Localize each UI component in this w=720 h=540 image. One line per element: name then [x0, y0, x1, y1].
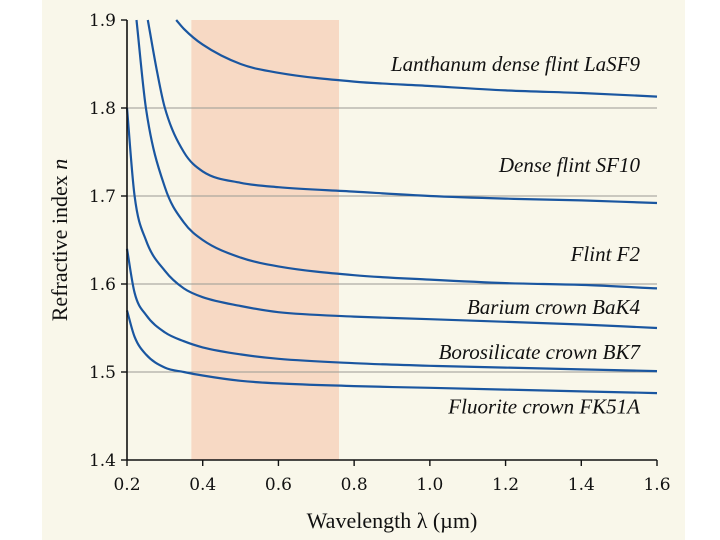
series-label: Fluorite crown FK51A — [447, 394, 640, 418]
series-label: Dense flint SF10 — [498, 153, 641, 177]
series-label: Flint F2 — [570, 242, 641, 266]
y-tick-label: 1.4 — [89, 451, 116, 471]
series-labels: Lanthanum dense flint LaSF9 Dense flint S… — [390, 52, 642, 418]
x-axis-title: Wavelength λ (µm) — [307, 508, 478, 533]
x-tick-label: 0.8 — [341, 475, 368, 495]
x-tick-label: 0.6 — [265, 475, 292, 495]
series-curve — [135, 19, 658, 290]
series-curve — [146, 19, 658, 205]
figure-background — [42, 0, 685, 540]
x-tick-label: 1.6 — [643, 475, 670, 495]
y-tick-label: 1.8 — [89, 99, 116, 119]
y-tick-label: 1.7 — [89, 187, 116, 207]
tick-marks: 0.2 0.4 0.6 0.8 1.0 1.2 1.4 1.6 1.4 1.5 1.6 1.7 1.8 1… — [89, 11, 671, 495]
series-label: Lanthanum dense flint LaSF9 — [390, 52, 641, 76]
y-axis-title: Refractive index n — [47, 159, 72, 322]
y-tick-label: 1.5 — [89, 363, 116, 383]
series-curve — [175, 19, 658, 98]
dispersion-curves — [125, 19, 658, 395]
x-tick-label: 0.2 — [113, 475, 140, 495]
x-tick-label: 1.4 — [568, 475, 595, 495]
x-tick-label: 1.0 — [416, 475, 443, 495]
visible-spectrum-band — [191, 20, 339, 460]
axes — [126, 20, 657, 461]
series-curve — [125, 107, 658, 330]
series-curve — [125, 310, 658, 395]
x-tick-label: 0.4 — [189, 475, 216, 495]
series-label: Borosilicate crown BK7 — [439, 340, 642, 364]
y-tick-label: 1.9 — [89, 11, 116, 31]
series-curve — [125, 248, 658, 373]
series-label: Barium crown BaK4 — [467, 295, 641, 319]
y-tick-label: 1.6 — [89, 275, 116, 295]
x-tick-label: 1.2 — [492, 475, 519, 495]
